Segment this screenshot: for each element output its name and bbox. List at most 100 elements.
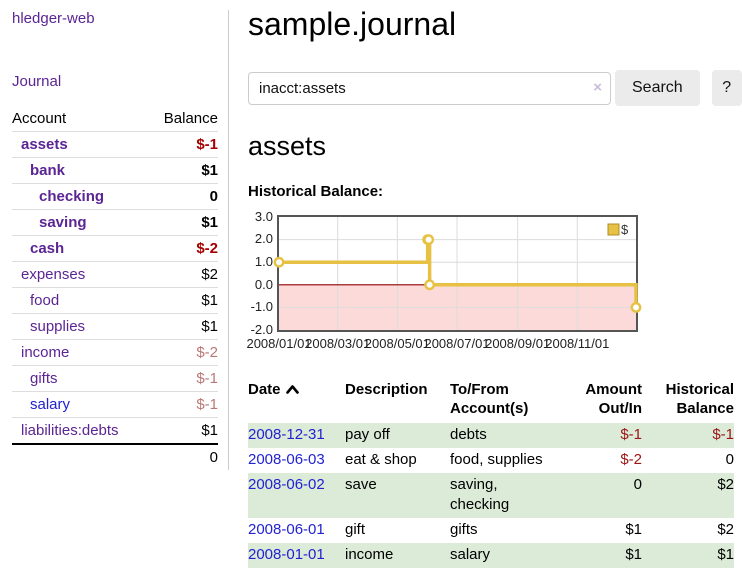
account-balance: $-2	[148, 235, 218, 262]
transaction-date-link[interactable]: 2008-06-02	[248, 475, 325, 493]
transaction-balance: $-1	[712, 425, 734, 443]
account-balance: $-2	[148, 339, 218, 366]
register-row: 2008-06-02 save saving, checking 0 $2	[248, 472, 734, 518]
account-row: income $-2	[12, 339, 218, 366]
col-amount: Amount Out/In	[585, 380, 642, 417]
register-row: 2008-06-03 eat & shop food, supplies $-2 0	[248, 448, 734, 473]
transaction-accounts: salary	[450, 545, 491, 563]
account-balance: $1	[148, 287, 218, 314]
x-axis-tick-label: 2008/11/01	[545, 335, 610, 351]
account-title: assets	[248, 131, 327, 162]
transaction-description: pay off	[345, 425, 390, 443]
y-axis-tick-label: -1.0	[250, 299, 273, 315]
register-row: 2008-01-01 income salary $1 $1	[248, 542, 734, 568]
account-balance: $-1	[148, 365, 218, 392]
transaction-date-link[interactable]: 2008-06-01	[248, 520, 325, 538]
account-row: food $1	[12, 287, 218, 314]
account-balance: $-1	[148, 391, 218, 418]
account-row: gifts $-1	[12, 365, 218, 392]
x-axis-tick-label: 2008/01/01	[246, 335, 312, 351]
sidebar: hledger-web Journal Account Balance asse…	[0, 0, 229, 568]
account-balance: $-1	[148, 131, 218, 158]
account-balance: 0	[148, 183, 218, 210]
sidebar-account-salary[interactable]: salary	[30, 396, 71, 413]
transaction-description: income	[345, 545, 394, 563]
register-body: 2008-12-31 pay off debts $-1 $-1 2008-06-03 ea…	[248, 422, 734, 568]
transaction-amount: $1	[625, 520, 642, 538]
account-row: assets $-1	[12, 131, 218, 158]
register-header-row: Date Description To/From Account(s) Amou…	[248, 379, 734, 423]
account-row: checking 0	[12, 183, 218, 210]
sidebar-inner: hledger-web Journal Account Balance asse…	[12, 10, 229, 470]
brand-link[interactable]: hledger-web	[12, 10, 95, 27]
transaction-date-link[interactable]: 2008-06-03	[248, 450, 325, 468]
transaction-accounts: saving, checking	[450, 475, 510, 513]
svg-text:$: $	[621, 222, 629, 237]
help-button[interactable]: ?	[711, 70, 742, 107]
col-balance: Historical Balance	[665, 380, 734, 417]
col-accounts: To/From Account(s)	[450, 380, 529, 417]
transaction-description: eat & shop	[345, 450, 417, 468]
accounts-body: assets $-1 bank $1 checking 0 saving $1 cash $-2 e…	[12, 131, 218, 445]
sidebar-account-food[interactable]: food	[30, 292, 60, 309]
register-row: 2008-06-01 gift gifts $1 $2	[248, 518, 734, 543]
account-balance: $1	[148, 313, 218, 340]
sidebar-account-cash[interactable]: cash	[30, 240, 65, 257]
account-balance: $2	[148, 261, 218, 288]
sidebar-account-assets[interactable]: assets	[21, 136, 68, 153]
account-row: cash $-2	[12, 235, 218, 262]
sidebar-item-journal[interactable]: Journal	[12, 73, 62, 90]
transaction-accounts: gifts	[450, 520, 478, 538]
clear-search-icon[interactable]: ×	[593, 78, 602, 96]
chart-label: Historical Balance:	[248, 182, 384, 200]
sidebar-account-supplies[interactable]: supplies	[30, 318, 86, 335]
sidebar-account-liabilities-debts[interactable]: liabilities:debts	[21, 422, 119, 439]
transaction-accounts: food, supplies	[450, 450, 543, 468]
sort-ascending-icon	[285, 385, 299, 394]
accounts-total-value: 0	[148, 443, 218, 470]
page-title: sample.journal	[248, 6, 457, 42]
register-table: Date Description To/From Account(s) Amou…	[248, 379, 734, 568]
accounts-col-account: Account	[12, 106, 149, 132]
sidebar-account-expenses[interactable]: expenses	[21, 266, 86, 283]
account-row: saving $1	[12, 209, 218, 236]
y-axis-tick-label: 2.0	[254, 231, 273, 247]
account-row: expenses $2	[12, 261, 218, 288]
search-input[interactable]	[248, 71, 611, 105]
transaction-date-link[interactable]: 2008-01-01	[248, 545, 325, 563]
transaction-amount: $1	[625, 545, 642, 563]
sidebar-account-gifts[interactable]: gifts	[30, 370, 58, 387]
sidebar-account-income[interactable]: income	[21, 344, 70, 361]
transaction-amount: 0	[633, 475, 642, 493]
x-axis-tick-label: 2008/05/01	[364, 335, 430, 351]
x-axis-tick-label: 2008/09/01	[485, 335, 551, 351]
register-row: 2008-12-31 pay off debts $-1 $-1	[248, 422, 734, 448]
search-button[interactable]: Search	[615, 70, 700, 107]
balance-chart: $ 3.0 2.0 1.0 0.0 -1.0 -2.0 2008/01/01 2008/03/…	[246, 209, 668, 353]
transaction-balance: 0	[725, 450, 734, 468]
sidebar-account-saving[interactable]: saving	[39, 214, 87, 231]
account-row: salary $-1	[12, 391, 218, 418]
sidebar-account-bank[interactable]: bank	[30, 162, 66, 179]
account-balance: $1	[148, 209, 218, 236]
sidebar-account-checking[interactable]: checking	[39, 188, 105, 205]
transaction-description: gift	[345, 520, 366, 538]
y-axis-tick-label: 1.0	[254, 254, 273, 270]
col-date[interactable]: Date	[248, 379, 345, 423]
app-root: hledger-web Journal Account Balance asse…	[0, 0, 742, 568]
y-axis-tick-label: 0.0	[254, 276, 273, 292]
col-description: Description	[345, 380, 428, 398]
transaction-description: save	[345, 475, 377, 493]
accounts-header-row: Account Balance	[12, 106, 218, 132]
x-axis-tick-label: 2008/03/01	[305, 335, 371, 351]
account-balance: $1	[148, 157, 218, 184]
y-axis-tick-label: 3.0	[254, 208, 273, 224]
account-row: supplies $1	[12, 313, 218, 340]
transaction-balance: $2	[717, 520, 734, 538]
accounts-total-row: 0	[12, 443, 218, 470]
transaction-date-link[interactable]: 2008-12-31	[248, 425, 325, 443]
y-axis-tick-label: -2.0	[250, 321, 273, 337]
account-row: bank $1	[12, 157, 218, 184]
transaction-balance: $2	[717, 475, 734, 493]
chart-plot-area: $	[273, 214, 642, 332]
